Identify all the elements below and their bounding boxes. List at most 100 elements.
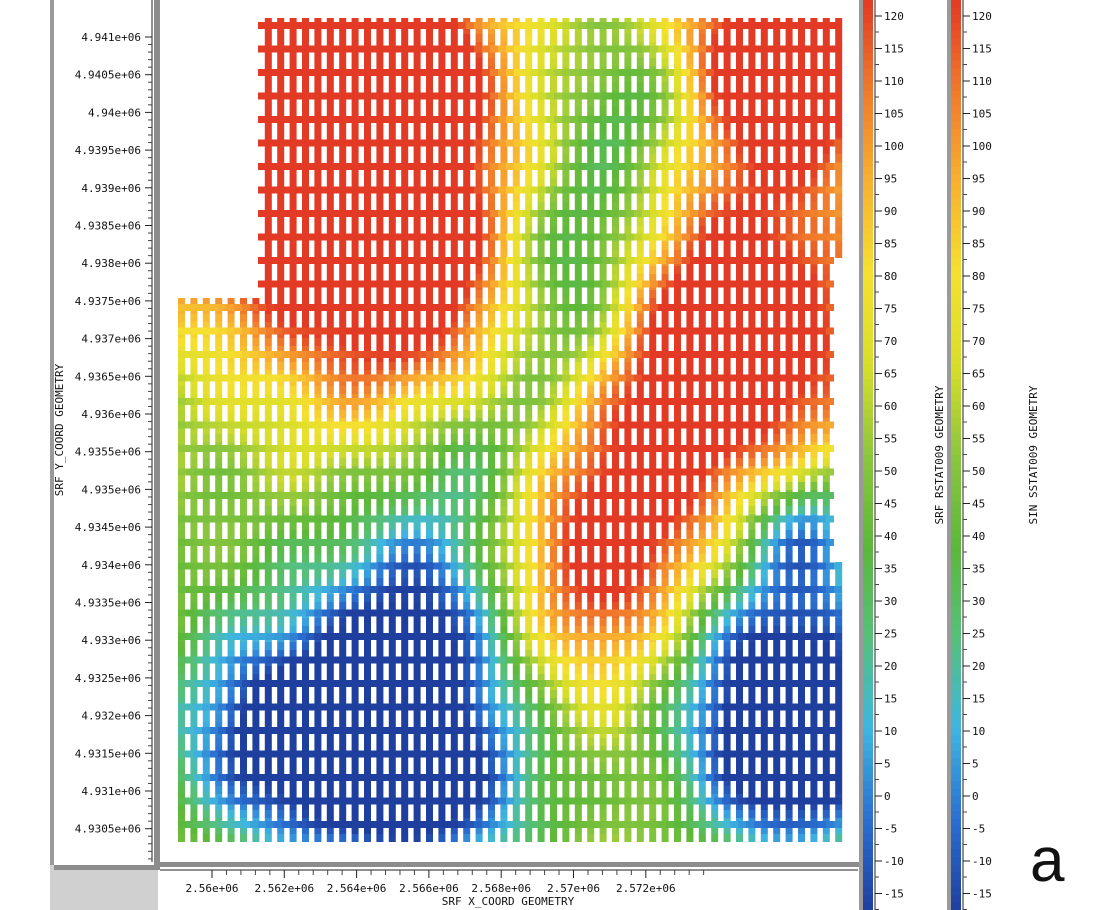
grid-cell xyxy=(227,450,235,458)
grid-cell xyxy=(599,554,607,562)
grid-cell xyxy=(463,122,471,130)
grid-cell xyxy=(339,362,347,370)
grid-cell xyxy=(562,642,570,650)
grid-cell xyxy=(599,130,607,138)
grid-cell xyxy=(314,74,322,82)
grid-cell xyxy=(550,410,557,418)
grid-cell xyxy=(289,290,297,298)
grid-cell xyxy=(711,778,719,786)
grid-cell xyxy=(785,266,793,274)
grid-cell xyxy=(785,122,793,130)
grid-cell xyxy=(760,122,768,130)
grid-cell xyxy=(661,506,669,514)
grid-cell xyxy=(401,322,409,330)
grid-cell xyxy=(240,434,247,442)
grid-cell xyxy=(686,826,694,834)
grid-cell xyxy=(190,410,198,418)
grid-cell xyxy=(277,402,285,410)
grid-cell xyxy=(314,506,322,514)
grid-cell xyxy=(587,626,595,634)
grid-cell xyxy=(636,690,644,698)
grid-cell xyxy=(463,218,471,226)
grid-cell xyxy=(798,474,805,482)
grid-cell xyxy=(388,122,396,130)
grid-cell xyxy=(525,82,533,90)
grid-cell xyxy=(661,370,669,378)
grid-cell xyxy=(500,650,508,658)
grid-cell xyxy=(612,618,619,626)
grid-cell xyxy=(612,530,619,538)
grid-cell xyxy=(512,250,520,258)
grid-cell xyxy=(401,746,409,754)
grid-cell xyxy=(798,202,805,210)
grid-cell xyxy=(624,618,632,626)
grid-cell xyxy=(723,314,731,322)
grid-cell xyxy=(550,386,557,394)
grid-cell xyxy=(252,618,260,626)
grid-cell xyxy=(525,74,533,82)
grid-cell xyxy=(264,130,272,138)
grid-cell xyxy=(624,146,632,154)
grid-cell xyxy=(636,178,644,186)
grid-cell xyxy=(388,74,396,82)
grid-cell xyxy=(736,810,743,818)
grid-cell xyxy=(202,786,210,794)
grid-cell xyxy=(401,58,409,66)
grid-cell xyxy=(463,410,471,418)
grid-cell xyxy=(512,650,520,658)
grid-cell xyxy=(686,338,694,346)
grid-cell xyxy=(550,74,557,82)
grid-cell xyxy=(252,410,260,418)
grid-cell xyxy=(736,314,743,322)
grid-cell xyxy=(798,362,805,370)
grid-cell xyxy=(215,530,223,538)
grid-cell xyxy=(574,738,582,746)
grid-cell xyxy=(450,146,458,154)
grid-cell xyxy=(612,738,619,746)
grid-cell xyxy=(264,82,272,90)
grid-cell xyxy=(500,290,508,298)
grid-cell xyxy=(190,402,198,410)
grid-cell xyxy=(624,154,632,162)
grid-cell xyxy=(698,362,706,370)
grid-cell xyxy=(376,98,384,106)
grid-cell xyxy=(450,570,458,578)
grid-cell xyxy=(475,202,483,210)
grid-cell xyxy=(240,386,247,394)
grid-cell xyxy=(364,554,371,562)
grid-cell xyxy=(599,450,607,458)
grid-cell xyxy=(624,722,632,730)
grid-cell xyxy=(587,402,595,410)
grid-cell xyxy=(227,482,235,490)
grid-cell xyxy=(574,266,582,274)
grid-cell xyxy=(574,410,582,418)
grid-cell xyxy=(711,482,719,490)
grid-cell xyxy=(463,778,471,786)
grid-cell xyxy=(475,386,483,394)
grid-cell xyxy=(624,738,632,746)
grid-cell xyxy=(463,674,471,682)
grid-cell xyxy=(302,738,309,746)
grid-cell xyxy=(612,74,619,82)
grid-cell xyxy=(760,546,768,554)
grid-cell xyxy=(488,154,495,162)
grid-cell xyxy=(612,194,619,202)
grid-cell xyxy=(277,106,285,114)
grid-cell xyxy=(227,826,235,834)
grid-cell xyxy=(674,642,681,650)
grid-cell xyxy=(264,426,272,434)
grid-cell xyxy=(202,650,210,658)
grid-cell xyxy=(475,98,483,106)
grid-cell xyxy=(277,226,285,234)
grid-cell xyxy=(550,522,557,530)
grid-cell xyxy=(450,506,458,514)
grid-cell xyxy=(339,826,347,834)
grid-cell xyxy=(661,194,669,202)
grid-cell xyxy=(289,98,297,106)
grid-cell xyxy=(612,378,619,386)
grid-cell xyxy=(215,722,223,730)
grid-cell xyxy=(302,218,309,226)
grid-cell xyxy=(376,594,384,602)
grid-cell xyxy=(649,666,657,674)
grid-cell xyxy=(264,386,272,394)
